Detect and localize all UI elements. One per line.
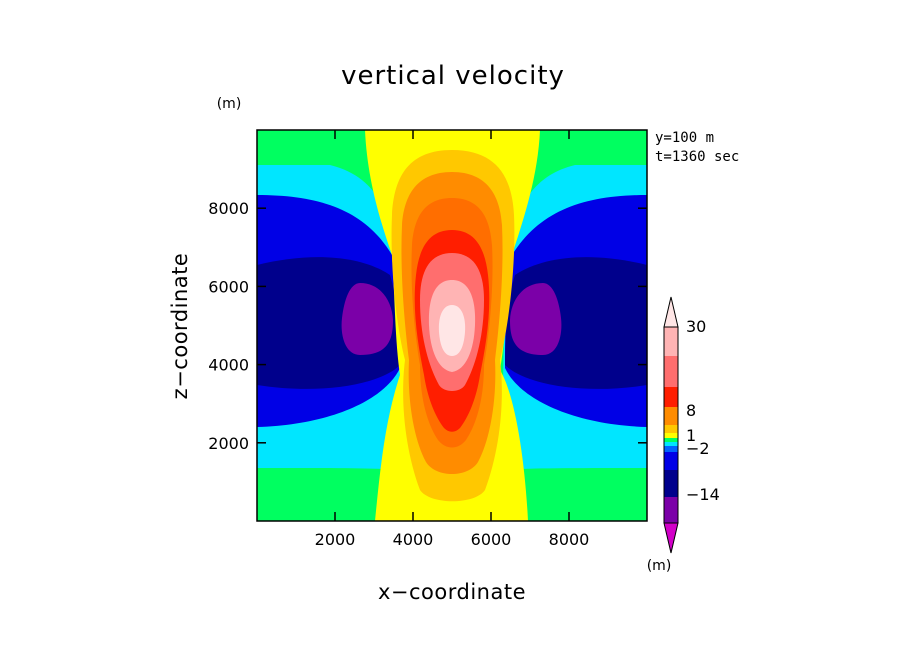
colorbar-label: −2 bbox=[686, 439, 710, 458]
y-tick-label: 6000 bbox=[208, 277, 249, 296]
colorbar-top-arrow bbox=[663, 296, 679, 328]
colorbar-label: 30 bbox=[686, 317, 706, 336]
plot-area bbox=[257, 130, 647, 521]
y-tick-label: 4000 bbox=[208, 356, 249, 375]
colorbar-segment bbox=[664, 387, 678, 407]
colorbar-segment bbox=[664, 327, 678, 356]
colorbar-label: −14 bbox=[686, 485, 720, 504]
y-axis-label: z−coordinate bbox=[168, 253, 192, 400]
colorbar-segment bbox=[664, 438, 678, 442]
contour-cyan bbox=[257, 370, 402, 470]
colorbar-segment bbox=[664, 446, 678, 452]
y-tick-label: 8000 bbox=[208, 199, 249, 218]
annotation-t: t=1360 sec bbox=[655, 149, 739, 165]
contour-purple bbox=[341, 283, 393, 355]
colorbar-segment bbox=[664, 407, 678, 425]
colorbar-label: 8 bbox=[686, 401, 696, 420]
colorbar-label: 1 bbox=[686, 426, 696, 445]
y-unit-label: (m) bbox=[217, 96, 242, 112]
plot-frame bbox=[256, 129, 648, 522]
x-tick-label: 4000 bbox=[393, 530, 434, 549]
colorbar-frame bbox=[663, 326, 679, 524]
chart-title: vertical velocity bbox=[341, 61, 565, 91]
colorbar-segment bbox=[664, 497, 678, 523]
colorbar: 30 8 1−2 −14 bbox=[663, 296, 720, 554]
y-axis: 2000 4000 6000 8000 bbox=[208, 199, 647, 453]
colorbar-segment bbox=[664, 356, 678, 387]
colorbar-segment bbox=[664, 433, 678, 438]
colorbar-segment bbox=[664, 452, 678, 470]
contour-pale-pink bbox=[438, 305, 466, 356]
colorbar-segment bbox=[664, 470, 678, 497]
colorbar-segment bbox=[664, 425, 678, 433]
annotation-y: y=100 m bbox=[655, 130, 714, 146]
contour-purple bbox=[510, 283, 562, 355]
y-tick-label: 2000 bbox=[208, 434, 249, 453]
colorbar-bottom-arrow bbox=[663, 522, 679, 554]
colorbar-segment bbox=[664, 442, 678, 446]
x-tick-label: 6000 bbox=[471, 530, 512, 549]
x-tick-label: 2000 bbox=[315, 530, 356, 549]
colorbar-unit: (m) bbox=[647, 558, 672, 574]
contour-cyan bbox=[503, 370, 647, 470]
x-axis-label: x−coordinate bbox=[378, 580, 526, 604]
x-axis: 2000 4000 6000 8000 bbox=[315, 130, 590, 549]
x-tick-label: 8000 bbox=[549, 530, 590, 549]
